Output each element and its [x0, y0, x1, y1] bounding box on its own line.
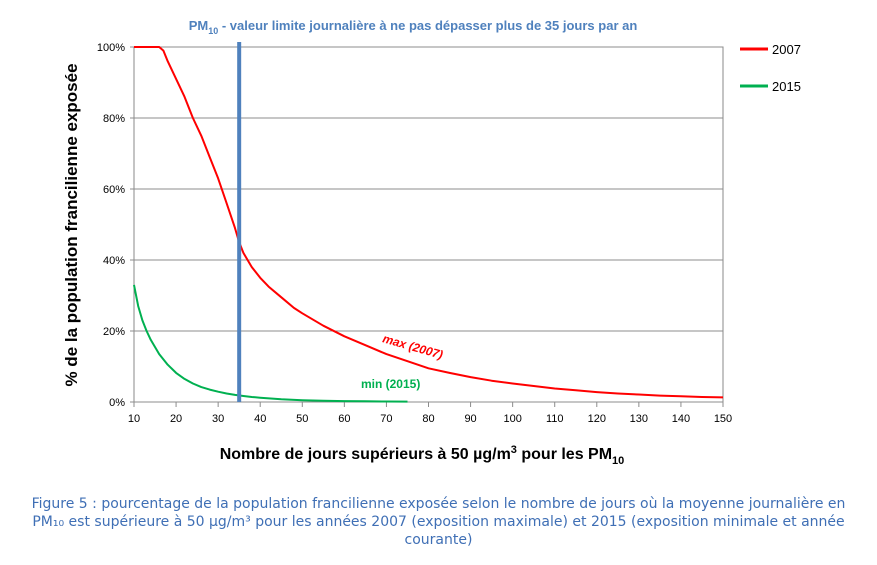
series-group	[133, 46, 724, 403]
x-axis-ticks: 10 20 30 40 50 60 70 80 90 100 110 120 130 140 150	[128, 402, 732, 425]
x-tick-label: 100	[503, 413, 521, 425]
grid	[134, 46, 723, 403]
caption-line-1: Figure 5 : pourcentage de la population …	[31, 496, 846, 512]
legend-label-2007: 2007	[772, 42, 801, 57]
x-tick-label: 80	[422, 413, 434, 425]
y-axis-ticks: 0% 20% 40% 60% 80% 100%	[97, 42, 134, 409]
x-tick-label: 140	[672, 413, 690, 425]
y-tick-label: 80%	[103, 113, 125, 125]
chart: PM10 - valeur limite journalière à ne pa…	[62, 18, 801, 467]
y-tick-label: 100%	[97, 42, 125, 54]
x-tick-label: 120	[588, 413, 606, 425]
x-tick-label: 30	[212, 413, 224, 425]
series-line-2007	[134, 46, 724, 399]
caption-line-3: courante)	[404, 532, 473, 548]
x-tick-label: 50	[296, 413, 308, 425]
x-tick-label: 70	[380, 413, 392, 425]
y-tick-label: 40%	[103, 255, 125, 267]
x-tick-label: 90	[464, 413, 476, 425]
x-tick-label: 40	[254, 413, 266, 425]
y-tick-label: 20%	[103, 326, 125, 338]
y-tick-label: 0%	[109, 397, 125, 409]
figure-caption: Figure 5 : pourcentage de la population …	[0, 495, 877, 549]
x-tick-label: 110	[546, 413, 564, 425]
x-axis-label: Nombre de jours supérieurs à 50 µg/m3 po…	[220, 444, 625, 467]
chart-title: PM10 - valeur limite journalière à ne pa…	[189, 18, 638, 36]
x-tick-label: 150	[714, 413, 732, 425]
series-line-2015	[133, 284, 408, 403]
y-axis-label: % de la population francilienne exposée	[62, 63, 81, 386]
x-tick-label: 130	[630, 413, 648, 425]
caption-line-2: PM₁₀ est supérieure à 50 µg/m³ pour les …	[32, 514, 845, 530]
x-tick-label: 60	[338, 413, 350, 425]
x-tick-label: 10	[128, 413, 140, 425]
legend-label-2015: 2015	[772, 79, 801, 94]
x-tick-label: 20	[170, 413, 182, 425]
legend: 2007 2015	[740, 42, 801, 94]
annotation-2015: min (2015)	[361, 377, 420, 391]
plot-area	[133, 46, 724, 403]
y-tick-label: 60%	[103, 184, 125, 196]
